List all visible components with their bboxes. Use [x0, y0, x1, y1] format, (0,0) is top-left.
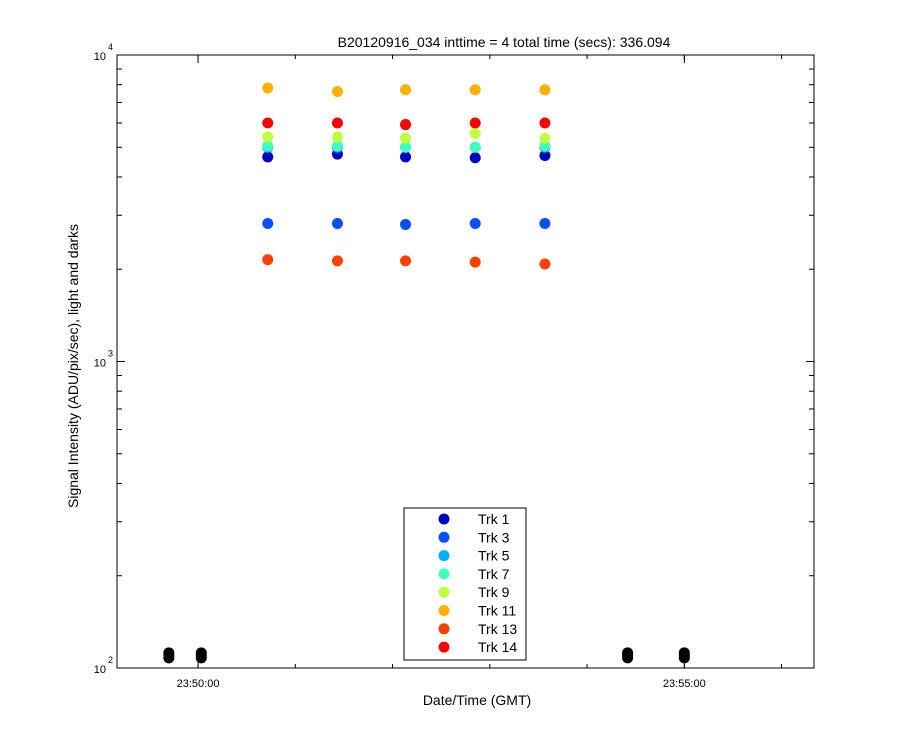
data-point [539, 84, 551, 96]
data-point [469, 84, 481, 96]
y-tick-label: 10 [94, 51, 106, 63]
data-point [539, 150, 551, 162]
legend-label: Trk 9 [478, 584, 510, 600]
data-point [331, 131, 343, 143]
data-point [539, 258, 551, 270]
data-point [262, 140, 274, 152]
x-tick-label: 23:50:00 [177, 678, 220, 690]
data-point [469, 256, 481, 268]
data-point [400, 218, 412, 230]
legend-marker [438, 623, 450, 635]
y-tick-label: 10 [94, 664, 106, 676]
legend-marker [438, 513, 450, 525]
data-point [262, 131, 274, 143]
data-point [539, 132, 551, 144]
x-axis-label: Date/Time (GMT) [423, 692, 531, 708]
data-point [539, 140, 551, 152]
data-point [331, 117, 343, 129]
data-point [400, 132, 412, 144]
data-marks [163, 82, 690, 664]
data-point [469, 127, 481, 139]
data-point [331, 140, 343, 152]
data-point [400, 255, 412, 267]
legend-label: Trk 7 [478, 566, 510, 582]
dark-point [163, 652, 175, 664]
legend-label: Trk 5 [478, 548, 510, 564]
legend-marker [438, 605, 450, 616]
data-point [469, 117, 481, 129]
dark-point [622, 652, 634, 664]
legend-label: Trk 13 [478, 621, 517, 637]
x-tick-label: 23:55:00 [663, 678, 706, 690]
data-point [469, 141, 481, 153]
axis-ticks [117, 55, 814, 669]
y-tick-label-exponent: 4 [108, 42, 113, 52]
y-axis-label: Signal Intensity (ADU/pix/sec), light an… [65, 224, 81, 508]
data-point [262, 151, 274, 163]
y-tick-label: 10 [94, 358, 106, 370]
data-point [400, 119, 412, 131]
data-point [331, 217, 343, 229]
legend-label: Trk 3 [478, 529, 510, 545]
dark-point [195, 652, 207, 664]
legend-marker [438, 586, 450, 598]
data-point [331, 255, 343, 267]
legend-marker [438, 568, 450, 580]
legend-label: Trk 1 [478, 511, 510, 527]
chart-title: B20120916_034 inttime = 4 total time (se… [338, 34, 671, 50]
data-point [539, 117, 551, 129]
legend-label: Trk 14 [478, 639, 517, 655]
dark-point [678, 652, 690, 664]
data-point [400, 141, 412, 153]
data-point [469, 152, 481, 164]
data-point [262, 82, 274, 94]
y-tick-label-exponent: 3 [108, 349, 113, 359]
data-point [262, 254, 274, 266]
legend-label: Trk 11 [478, 603, 516, 619]
data-point [262, 217, 274, 229]
legend-marker [438, 550, 450, 562]
data-point [262, 117, 274, 129]
data-point [400, 84, 412, 96]
legend: Trk 1 Trk 3 Trk 5 Trk 7 Trk 9 Trk 11 Trk 13 Trk… [403, 507, 527, 661]
data-point [469, 217, 481, 229]
data-point [400, 151, 412, 163]
data-point [331, 86, 343, 98]
y-tick-label-exponent: 2 [108, 655, 113, 665]
data-point [539, 217, 551, 229]
legend-marker [438, 531, 450, 543]
legend-marker [438, 641, 450, 653]
legend-box [403, 507, 527, 661]
